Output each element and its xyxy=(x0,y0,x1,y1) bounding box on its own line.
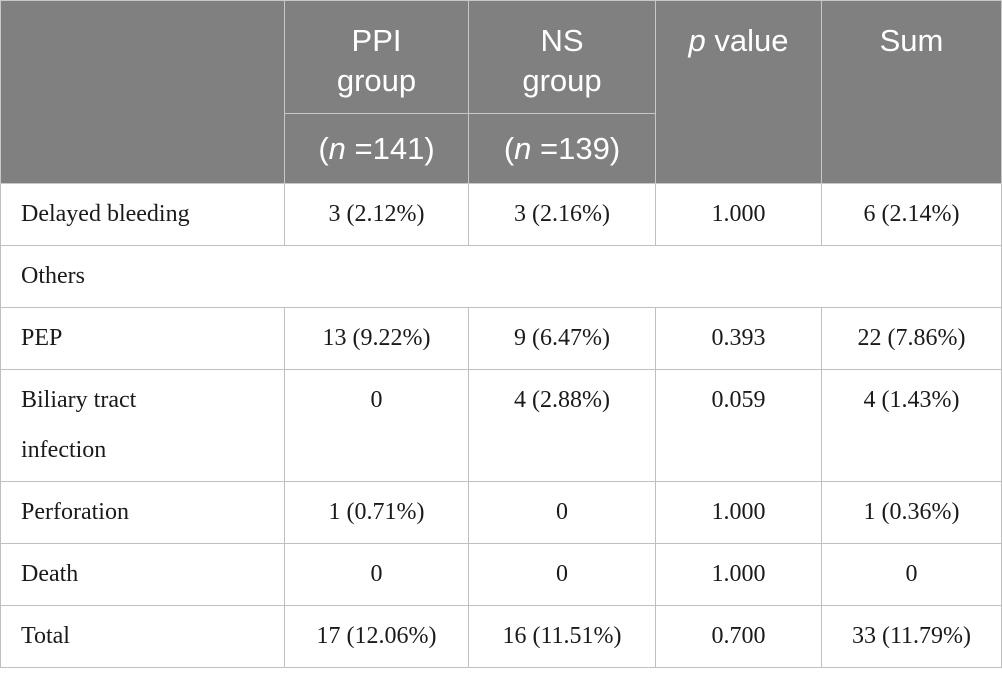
row-label: PEP xyxy=(0,307,285,370)
p-value: 0.059 xyxy=(655,369,822,482)
header-p-italic: p xyxy=(688,23,706,58)
ppi-value: 1 (0.71%) xyxy=(284,481,469,544)
table-body: Delayed bleeding 3 (2.12%) 3 (2.16%) 1.0… xyxy=(0,183,1002,668)
ppi-value: 0 xyxy=(284,369,469,482)
header-ppi-n-rest: =141) xyxy=(345,130,435,166)
section-label: Others xyxy=(0,245,1002,308)
header-ns-n-paren: ( xyxy=(503,130,515,166)
header-row: PPI group NS group p value Sum xyxy=(0,0,1002,184)
sum-value: 33 (11.79%) xyxy=(821,605,1002,668)
sum-value: 0 xyxy=(821,543,1002,606)
header-p-rest: value xyxy=(705,23,789,58)
ppi-value: 17 (12.06%) xyxy=(284,605,469,668)
header-ppi-n-italic: n xyxy=(328,130,346,166)
header-p-value: p value xyxy=(655,0,822,184)
ppi-value: 13 (9.22%) xyxy=(284,307,469,370)
row-label: Total xyxy=(0,605,285,668)
header-ppi-group: PPI group xyxy=(284,0,469,114)
p-value: 0.393 xyxy=(655,307,822,370)
header-ns-group: NS group xyxy=(468,0,656,114)
table-row: Biliary tract infection 0 4 (2.88%) 0.05… xyxy=(0,369,1002,482)
header-ppi-line1: PPI xyxy=(351,23,402,58)
sum-value: 4 (1.43%) xyxy=(821,369,1002,482)
row-label: Biliary tract infection xyxy=(0,369,285,482)
row-label: Perforation xyxy=(0,481,285,544)
ns-value: 4 (2.88%) xyxy=(468,369,656,482)
ns-value: 3 (2.16%) xyxy=(468,183,656,246)
sum-value: 6 (2.14%) xyxy=(821,183,1002,246)
ns-value: 16 (11.51%) xyxy=(468,605,656,668)
table-row: PEP 13 (9.22%) 9 (6.47%) 0.393 22 (7.86%… xyxy=(0,307,1002,370)
header-ns-line1: NS xyxy=(540,23,584,58)
sum-value: 1 (0.36%) xyxy=(821,481,1002,544)
table-row: Delayed bleeding 3 (2.12%) 3 (2.16%) 1.0… xyxy=(0,183,1002,246)
header-ppi-n: (n =141) xyxy=(284,113,469,184)
header-sum: Sum xyxy=(821,0,1002,184)
header-ppi-n-paren: ( xyxy=(318,130,329,166)
p-value: 1.000 xyxy=(655,543,822,606)
header-n-row: (n =141) (n =139) xyxy=(1,113,1002,184)
table-row: Total 17 (12.06%) 16 (11.51%) 0.700 33 (… xyxy=(0,605,1002,668)
row-label-line1: Biliary tract xyxy=(21,387,137,413)
header-ns-n-rest: =139) xyxy=(531,130,621,166)
section-row: Others xyxy=(0,245,1002,308)
ppi-value: 3 (2.12%) xyxy=(284,183,469,246)
row-label: Death xyxy=(0,543,285,606)
row-label-line2: infection xyxy=(21,437,107,463)
p-value: 0.700 xyxy=(655,605,822,668)
header-ns-line2: group xyxy=(522,63,602,98)
table-row: Perforation 1 (0.71%) 0 1.000 1 (0.36%) xyxy=(0,481,1002,544)
header-empty-cell xyxy=(0,0,285,184)
ns-value: 0 xyxy=(468,543,656,606)
ns-value: 9 (6.47%) xyxy=(468,307,656,370)
ns-value: 0 xyxy=(468,481,656,544)
header-ns-n-italic: n xyxy=(514,130,532,166)
sum-value: 22 (7.86%) xyxy=(821,307,1002,370)
header-ppi-line2: group xyxy=(336,63,417,98)
header-ns-n: (n =139) xyxy=(468,113,656,184)
ppi-value: 0 xyxy=(284,543,469,606)
p-value: 1.000 xyxy=(655,481,822,544)
row-label: Delayed bleeding xyxy=(0,183,285,246)
p-value: 1.000 xyxy=(655,183,822,246)
table-row: Death 0 0 1.000 0 xyxy=(0,543,1002,606)
table-header: PPI group NS group p value Sum (n =141) … xyxy=(0,0,1002,184)
